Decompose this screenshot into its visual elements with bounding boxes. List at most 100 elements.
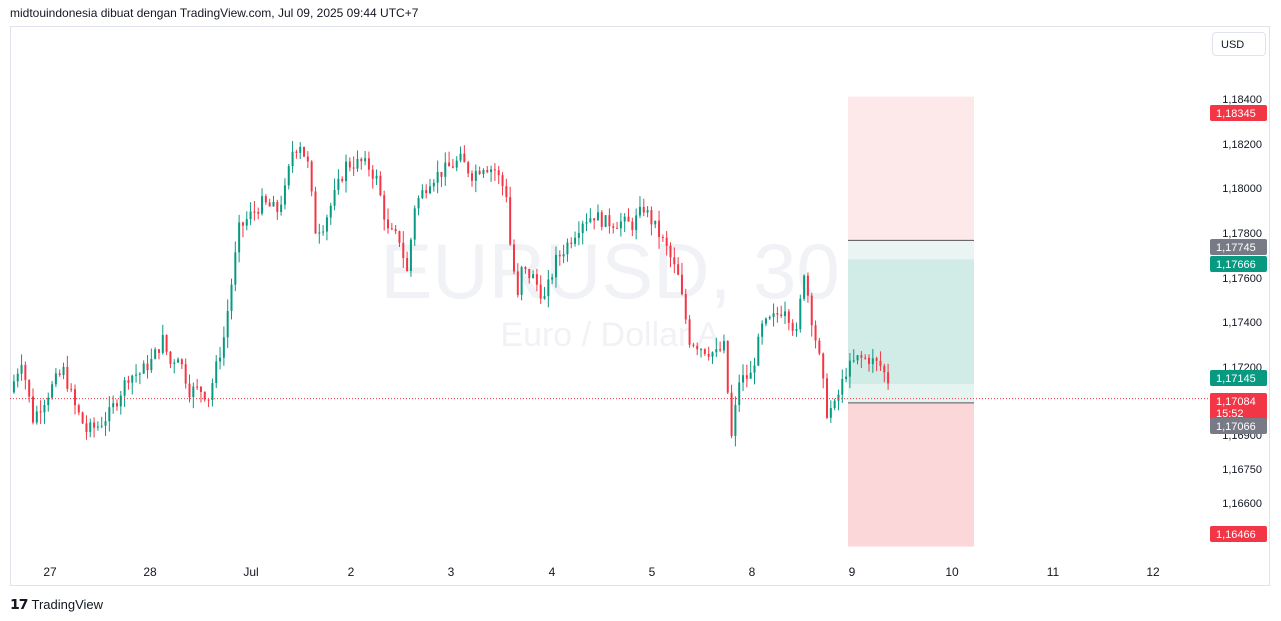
candle-body bbox=[249, 211, 252, 220]
candle-body bbox=[341, 178, 344, 182]
candle-body bbox=[501, 175, 504, 187]
countdown-label: 15:52 bbox=[1216, 408, 1244, 420]
x-tick-label: 27 bbox=[43, 565, 57, 579]
x-tick-label: 3 bbox=[448, 565, 455, 579]
candle-body bbox=[131, 375, 134, 383]
candle-body bbox=[604, 215, 607, 227]
candle-body bbox=[35, 411, 38, 423]
candle-body bbox=[451, 166, 454, 168]
candle-body bbox=[314, 191, 317, 234]
candle-body bbox=[768, 317, 771, 319]
candle-body bbox=[432, 182, 435, 187]
candle-body bbox=[600, 212, 603, 227]
candle-body bbox=[325, 217, 328, 232]
chart-caption: midtouindonesia dibuat dengan TradingVie… bbox=[10, 6, 419, 20]
candle-body bbox=[387, 219, 390, 229]
candle-body bbox=[577, 233, 580, 238]
x-tick-label: 9 bbox=[849, 565, 856, 579]
candle-body bbox=[562, 254, 565, 257]
candle-body bbox=[806, 275, 809, 296]
candle-body bbox=[306, 156, 309, 162]
candle-body bbox=[703, 349, 706, 354]
candle-body bbox=[467, 162, 470, 174]
candle-body bbox=[673, 257, 676, 265]
candle-body bbox=[444, 162, 447, 177]
y-tick-label: 1,17800 bbox=[1222, 228, 1262, 240]
candle-body bbox=[16, 373, 19, 382]
candle-body bbox=[459, 153, 462, 161]
candle-body bbox=[761, 323, 764, 337]
candle-body bbox=[757, 336, 760, 366]
candle-body bbox=[203, 392, 206, 400]
candle-body bbox=[169, 351, 172, 364]
candle-body bbox=[345, 161, 348, 182]
candle-body bbox=[619, 221, 622, 229]
candle-body bbox=[127, 380, 130, 383]
candle-body bbox=[81, 412, 84, 424]
price-tag bbox=[1210, 526, 1267, 542]
candle-body bbox=[730, 392, 733, 436]
candle-body bbox=[826, 378, 829, 418]
candle-body bbox=[222, 337, 225, 358]
candle-body bbox=[138, 373, 141, 375]
candle-body bbox=[772, 313, 775, 318]
price-tag bbox=[1210, 105, 1267, 121]
candle-body bbox=[829, 408, 832, 418]
price-tag-label: 1,17066 bbox=[1216, 421, 1256, 433]
currency-selector-button[interactable]: USD bbox=[1212, 32, 1266, 56]
candle-body bbox=[669, 245, 672, 258]
chart-frame[interactable] bbox=[10, 26, 1270, 586]
lower-stop-zone bbox=[848, 402, 974, 547]
candle-body bbox=[658, 220, 661, 237]
footer-brand[interactable]: 𝟭𝟳 TradingView bbox=[10, 596, 103, 613]
y-tick-label: 1,16600 bbox=[1222, 498, 1262, 510]
candle-body bbox=[371, 169, 374, 179]
candle-body bbox=[291, 151, 294, 167]
candle-body bbox=[188, 383, 191, 398]
candle-body bbox=[455, 160, 458, 168]
candle-body bbox=[784, 311, 787, 316]
candle-body bbox=[272, 201, 275, 207]
candle-body bbox=[532, 274, 535, 279]
candle-body bbox=[486, 170, 489, 173]
candle-body bbox=[795, 329, 798, 331]
candle-body bbox=[283, 185, 286, 205]
candle-body bbox=[310, 161, 313, 192]
candle-body bbox=[631, 221, 634, 231]
candle-body bbox=[417, 198, 420, 209]
candle-body bbox=[871, 358, 874, 365]
candle-body bbox=[398, 231, 401, 243]
candle-body bbox=[650, 210, 653, 225]
candle-body bbox=[104, 421, 107, 426]
candle-body bbox=[810, 295, 813, 326]
candle-body bbox=[864, 357, 867, 359]
candle-body bbox=[287, 166, 290, 186]
y-tick-label: 1,18200 bbox=[1222, 139, 1262, 151]
candle-body bbox=[39, 411, 42, 413]
candle-body bbox=[845, 376, 848, 380]
brand-label: TradingView bbox=[31, 597, 104, 612]
candle-body bbox=[841, 379, 844, 395]
candle-body bbox=[436, 172, 439, 183]
candle-body bbox=[150, 358, 153, 371]
candle-body bbox=[581, 223, 584, 234]
candle-body bbox=[73, 389, 76, 406]
candle-body bbox=[753, 365, 756, 373]
watermark-symbol: EURUSD, 30 bbox=[380, 227, 839, 315]
x-tick-label: 10 bbox=[945, 565, 959, 579]
candle-body bbox=[505, 186, 508, 198]
candle-body bbox=[211, 383, 214, 400]
upper-stop-zone bbox=[848, 96, 974, 241]
candle-body bbox=[696, 345, 699, 350]
candle-body bbox=[62, 366, 65, 375]
candle-body bbox=[780, 314, 783, 316]
candle-body bbox=[608, 215, 611, 227]
candle-body bbox=[852, 360, 855, 362]
entry-buffer-zone bbox=[848, 383, 974, 403]
price-tag-label: 1,18345 bbox=[1216, 108, 1256, 120]
price-tag-label: 1,17666 bbox=[1216, 259, 1256, 271]
candle-body bbox=[764, 318, 767, 324]
candle-body bbox=[585, 222, 588, 224]
candle-body bbox=[448, 162, 451, 167]
